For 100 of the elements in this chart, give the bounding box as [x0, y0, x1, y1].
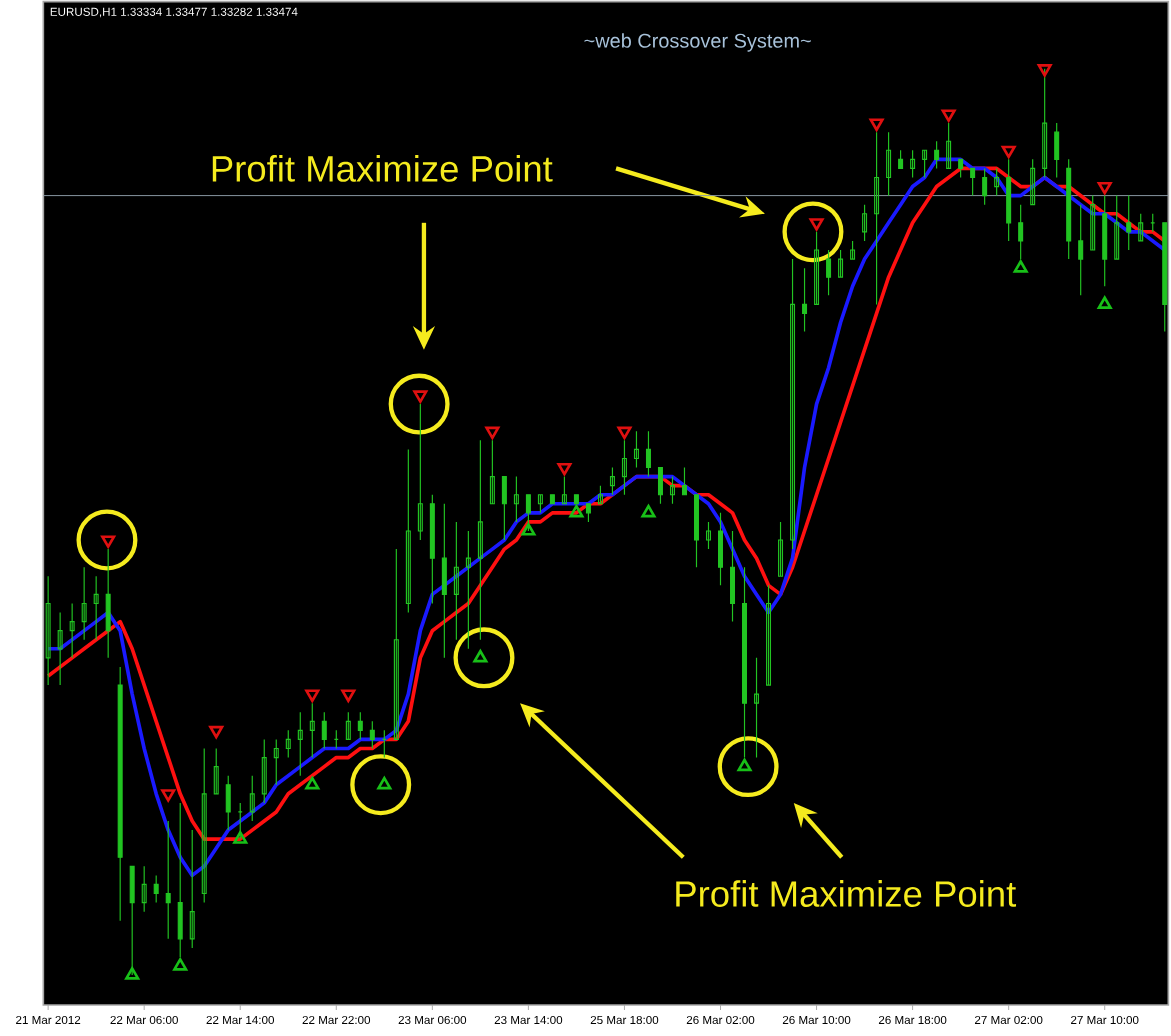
candlestick	[81, 566, 87, 641]
x-tick-label: 27 Mar 02:00	[974, 1015, 1043, 1025]
candlestick	[970, 167, 976, 197]
candlestick	[561, 476, 567, 505]
x-tick-label: 23 Mar 06:00	[398, 1015, 467, 1025]
candlestick	[898, 149, 904, 169]
candlestick	[1162, 222, 1168, 333]
point	[125, 967, 140, 980]
point	[413, 390, 428, 403]
candlestick	[609, 466, 615, 496]
point	[377, 776, 392, 790]
candlestick	[213, 747, 219, 795]
candlestick	[681, 466, 687, 496]
candlestick	[285, 729, 291, 759]
candlestick	[1078, 204, 1084, 296]
candlestick	[297, 711, 303, 777]
candlestick	[45, 575, 51, 686]
candlestick	[946, 122, 952, 169]
candlestick	[1126, 195, 1132, 251]
candlestick	[489, 439, 495, 505]
candlestick	[862, 204, 868, 242]
candlestick	[766, 584, 772, 686]
candlestick	[405, 448, 411, 614]
candlestick	[357, 711, 363, 741]
x-tick-label: 21 Mar 2012	[16, 1015, 81, 1025]
point	[173, 958, 188, 971]
point	[233, 831, 248, 844]
candlestick	[465, 530, 471, 650]
point	[473, 649, 488, 663]
candlestick	[874, 131, 880, 305]
candlestick	[273, 738, 279, 786]
candlestick	[429, 494, 435, 605]
candlestick	[393, 548, 399, 741]
candlestick	[321, 711, 327, 750]
candlestick	[1102, 195, 1108, 287]
point	[485, 426, 500, 440]
candlestick	[958, 158, 964, 179]
candlestick	[1042, 68, 1048, 179]
candlestick	[585, 503, 591, 523]
x-tick-label: 26 Mar 18:00	[878, 1015, 947, 1025]
candlestick	[850, 240, 856, 260]
candlestick	[633, 430, 639, 469]
candlestick	[309, 702, 315, 759]
candlestick	[1114, 195, 1120, 260]
candlestick	[754, 657, 760, 759]
candlestick	[261, 738, 267, 804]
x-tick-label: 22 Mar 22:00	[302, 1015, 371, 1025]
x-tick-label: 25 Mar 18:00	[590, 1015, 659, 1025]
x-tick-label: 22 Mar 06:00	[110, 1015, 178, 1025]
candlestick	[802, 267, 808, 333]
point	[1097, 181, 1112, 195]
candlestick	[790, 258, 796, 550]
chart-title: ~web Crossover System~	[584, 33, 811, 52]
candlestick	[657, 466, 663, 505]
point	[1037, 64, 1052, 77]
point	[521, 523, 536, 536]
candlestick	[549, 494, 555, 505]
candlestick	[1054, 122, 1060, 179]
candlestick	[57, 611, 63, 686]
candlestick	[910, 149, 916, 179]
candlestick	[886, 131, 892, 197]
point	[809, 218, 824, 231]
candlestick	[669, 476, 675, 505]
candlestick	[417, 403, 423, 541]
candlestick	[189, 829, 195, 949]
x-tick-label: 26 Mar 10:00	[782, 1015, 851, 1025]
candlestick	[345, 711, 351, 741]
candlestick	[249, 775, 255, 822]
candlestick	[1066, 158, 1072, 260]
annotation: Profit Maximize Point	[212, 155, 553, 182]
candlestick	[838, 249, 844, 278]
candlestick	[994, 167, 1000, 197]
candlestick	[693, 494, 699, 568]
candlestick	[826, 249, 832, 296]
candlestick	[730, 530, 736, 623]
candlestick	[441, 503, 447, 659]
candlestick	[778, 521, 784, 577]
candlestick	[93, 575, 99, 641]
candlestick	[225, 775, 231, 831]
candlestick	[453, 521, 459, 641]
point	[1001, 145, 1016, 159]
x-tick-label: 27 Mar 10:00	[1071, 1015, 1139, 1025]
annotation: Profit Maximize Point	[676, 880, 1017, 907]
text: EURUSD,H1 1.33334 1.33477 1.33282 1.33474	[50, 7, 298, 18]
candlestick	[706, 521, 711, 550]
x-tick-label: 26 Mar 02:00	[686, 1015, 755, 1025]
candlestick	[1138, 213, 1144, 242]
candlestick	[1090, 195, 1096, 251]
candlestick	[982, 167, 988, 206]
candlestick	[153, 874, 159, 904]
x-tick-label: 22 Mar 14:00	[206, 1015, 275, 1025]
candlestick	[1006, 158, 1012, 242]
candlestick	[513, 476, 519, 523]
candlestick	[501, 476, 507, 541]
candlestick	[165, 820, 171, 940]
candlestick	[477, 439, 483, 641]
candlestick	[718, 512, 723, 586]
candlestick	[333, 729, 339, 750]
point	[869, 118, 884, 132]
candlestick	[645, 430, 651, 478]
